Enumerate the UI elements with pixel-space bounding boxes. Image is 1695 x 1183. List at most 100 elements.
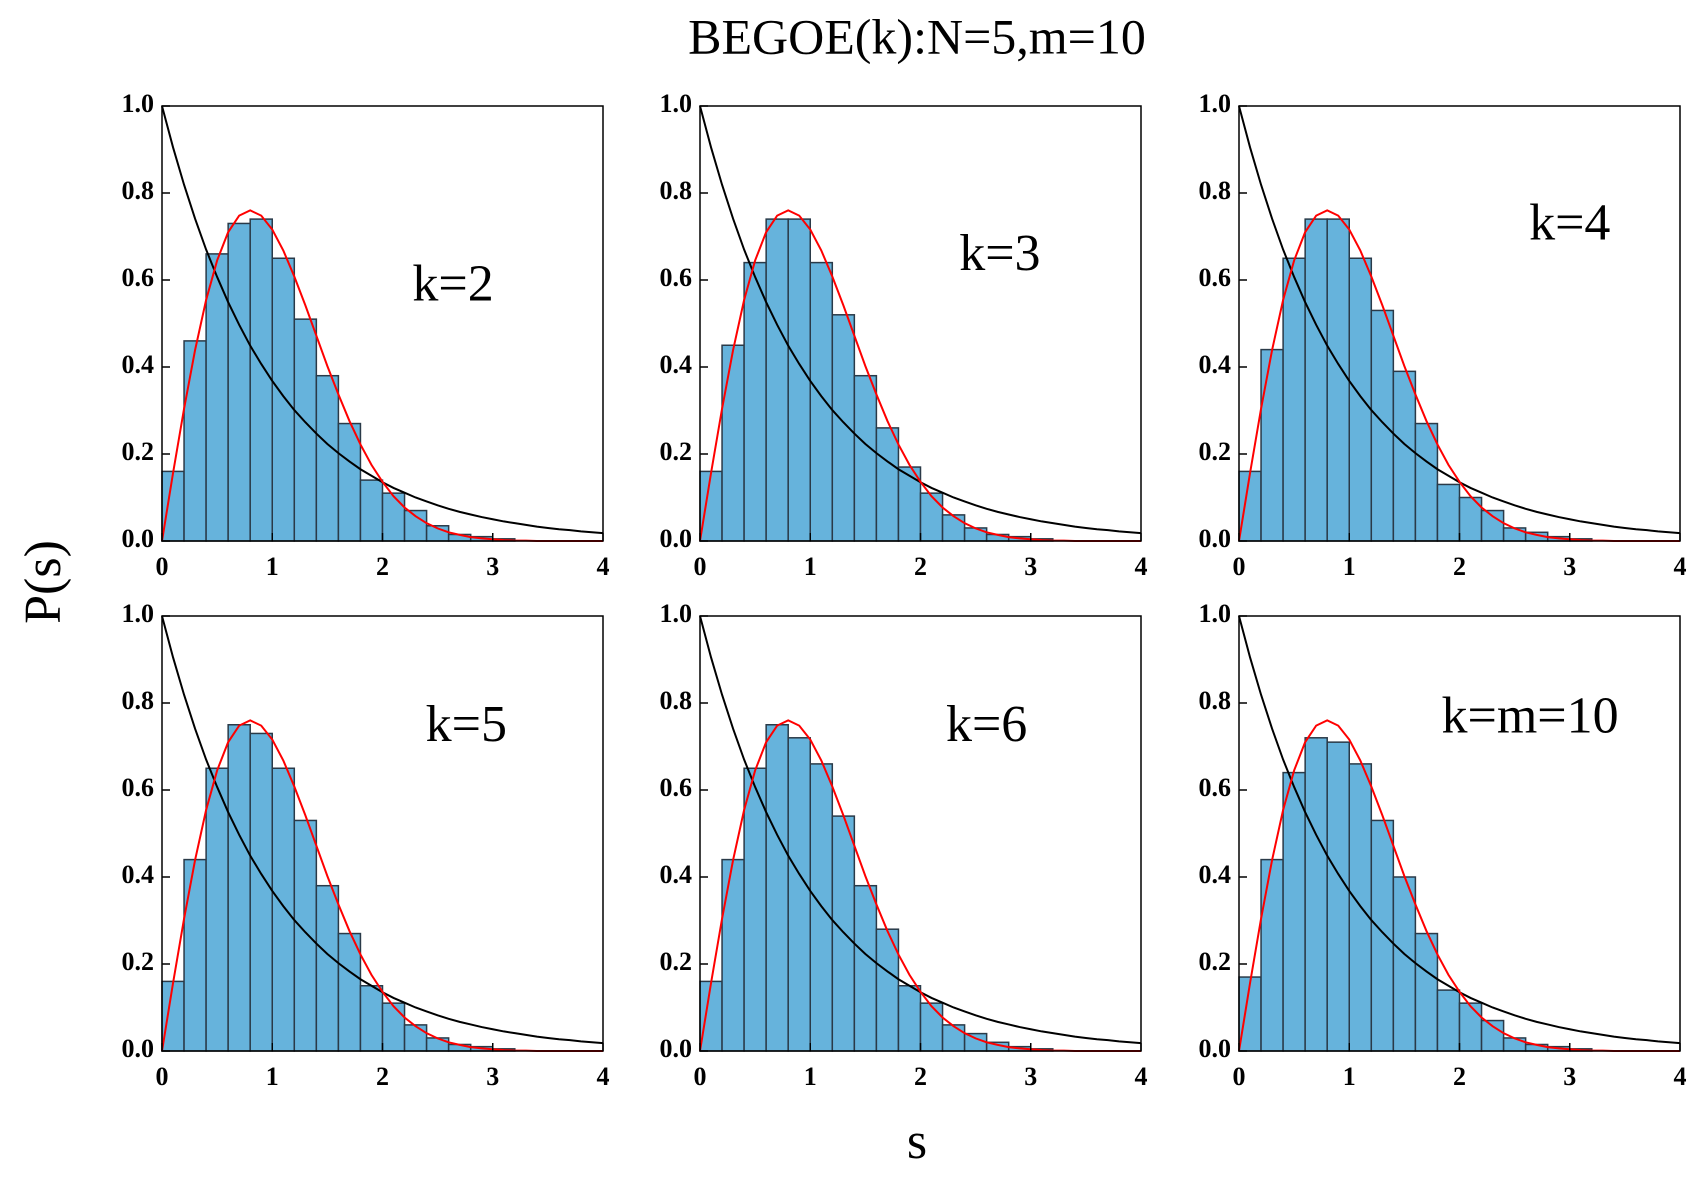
- histogram-bar: [765, 218, 789, 542]
- y-tick-label: 1.0: [122, 89, 155, 118]
- y-tick-label: 0.8: [122, 176, 155, 205]
- x-tick-label: 3: [1024, 1062, 1037, 1091]
- x-tick-label: 4: [1135, 1062, 1148, 1091]
- x-tick-label: 3: [486, 1062, 499, 1091]
- x-tick-label: 2: [914, 1062, 927, 1091]
- histogram-bar: [721, 858, 745, 1052]
- x-tick-label: 0: [694, 1062, 707, 1091]
- histogram-bar: [809, 261, 834, 542]
- panel-annotation: k=2: [412, 256, 493, 313]
- y-axis-label: P(s): [15, 540, 72, 624]
- x-tick-label: 2: [376, 1062, 389, 1091]
- histogram-bar: [1304, 737, 1328, 1052]
- y-tick-label: 1.0: [1199, 599, 1232, 628]
- x-tick-label: 0: [694, 552, 707, 581]
- histogram-bar: [853, 374, 878, 542]
- y-tick-label: 0.4: [660, 350, 693, 379]
- histogram-bar: [699, 470, 723, 542]
- histogram-bar: [381, 492, 406, 542]
- panel: 0 1 2 3 4 0.0 0.2 0.4 0.6 0.8 1.0 k=2: [122, 89, 610, 581]
- x-tick-label: 4: [1135, 552, 1148, 581]
- y-tick-label: 0.0: [122, 524, 155, 553]
- panel: 0 1 2 3 4 0.0 0.2 0.4 0.6 0.8 1.0 k=6: [660, 599, 1148, 1091]
- y-tick-label: 1.0: [660, 89, 693, 118]
- y-tick-label: 1.0: [122, 599, 155, 628]
- histogram-bar: [1414, 422, 1439, 542]
- histogram-bar: [381, 1002, 406, 1052]
- histogram-bar: [183, 340, 207, 542]
- histogram-bar: [1348, 257, 1373, 542]
- histogram-bar: [743, 261, 767, 542]
- histogram-bar: [1260, 348, 1284, 542]
- histogram-bar: [919, 1002, 944, 1052]
- y-tick-label: 0.2: [122, 947, 155, 976]
- histogram-bar: [359, 985, 384, 1052]
- histogram-bar: [831, 314, 856, 542]
- y-tick-label: 0.0: [1199, 1034, 1232, 1063]
- histogram-bar: [271, 767, 296, 1052]
- x-axis-label: s: [907, 1113, 927, 1170]
- histogram-bar: [787, 218, 812, 542]
- histogram-bar: [853, 884, 878, 1052]
- x-tick-label: 1: [266, 1062, 279, 1091]
- y-tick-label: 0.6: [1199, 773, 1232, 802]
- y-tick-label: 0.8: [660, 686, 693, 715]
- histogram-bar: [227, 724, 251, 1052]
- y-tick-label: 0.6: [122, 263, 155, 292]
- y-tick-label: 0.8: [122, 686, 155, 715]
- histogram-bar: [315, 884, 340, 1052]
- histogram-bar: [1502, 1037, 1527, 1052]
- x-tick-label: 0: [1233, 1062, 1246, 1091]
- x-tick-label: 0: [1233, 552, 1246, 581]
- histogram-bar: [743, 767, 767, 1052]
- x-tick-label: 2: [914, 552, 927, 581]
- x-tick-label: 0: [156, 1062, 169, 1091]
- histogram-bar: [1326, 218, 1350, 542]
- y-tick-label: 0.6: [122, 773, 155, 802]
- y-tick-label: 0.8: [1199, 176, 1232, 205]
- histogram-bar: [1238, 470, 1262, 542]
- y-tick-label: 0.2: [1199, 947, 1232, 976]
- x-tick-label: 2: [1453, 1062, 1466, 1091]
- panel: 0 1 2 3 4 0.0 0.2 0.4 0.6 0.8 1.0 k=3: [660, 89, 1148, 581]
- panel-annotation: k=5: [426, 696, 507, 753]
- x-tick-label: 2: [376, 552, 389, 581]
- histogram-bar: [403, 1024, 428, 1052]
- x-tick-label: 4: [597, 1062, 610, 1091]
- histogram-bar: [963, 1032, 988, 1052]
- y-tick-label: 1.0: [660, 599, 693, 628]
- panel-annotation: k=m=10: [1442, 687, 1619, 744]
- histogram-bar: [699, 980, 723, 1052]
- panel: 0 1 2 3 4 0.0 0.2 0.4 0.6 0.8 1.0 k=5: [122, 599, 610, 1091]
- histogram-bar: [1282, 771, 1306, 1052]
- histogram-bar: [1326, 741, 1350, 1052]
- histogram-bar: [721, 344, 745, 542]
- histogram-bar: [337, 932, 362, 1052]
- histogram-bar: [1370, 309, 1395, 542]
- histogram-bar: [941, 514, 966, 542]
- figure-title: BEGOE(k):N=5,m=10: [688, 8, 1146, 64]
- y-tick-label: 0.0: [660, 1034, 693, 1063]
- histogram-bar: [271, 257, 296, 542]
- histogram-bar: [337, 422, 362, 542]
- histogram-bar: [787, 737, 812, 1052]
- x-tick-label: 0: [156, 552, 169, 581]
- y-tick-label: 0.2: [660, 437, 693, 466]
- y-tick-label: 0.6: [660, 773, 693, 802]
- histogram-bar: [1370, 819, 1395, 1052]
- histogram-bar: [875, 427, 900, 542]
- y-tick-label: 0.6: [660, 263, 693, 292]
- x-tick-label: 1: [1343, 552, 1356, 581]
- x-tick-label: 3: [486, 552, 499, 581]
- y-tick-label: 0.4: [122, 860, 155, 889]
- histogram-bar: [919, 492, 944, 542]
- y-tick-label: 0.2: [1199, 437, 1232, 466]
- panel: 0 1 2 3 4 0.0 0.2 0.4 0.6 0.8 1.0 k=m=10: [1199, 599, 1687, 1091]
- y-tick-label: 0.0: [122, 1034, 155, 1063]
- x-tick-label: 1: [804, 552, 817, 581]
- histogram-bar: [161, 980, 185, 1052]
- histogram-bar: [941, 1024, 966, 1052]
- histogram-bar: [1436, 483, 1461, 542]
